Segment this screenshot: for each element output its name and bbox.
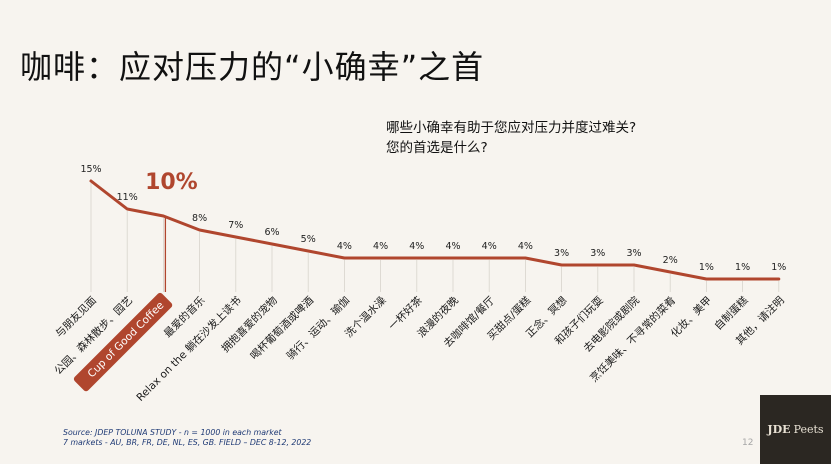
data-label: 4% — [409, 241, 424, 252]
data-label: 15% — [80, 164, 101, 175]
source-line-1: Source: JDEP TOLUNA STUDY - n = 1000 in … — [63, 428, 282, 437]
logo-brand: JDE — [767, 423, 791, 436]
data-label: 3% — [626, 248, 641, 259]
survey-question: 哪些小确幸有助于您应对压力并度过难关? 您的首选是什么? — [386, 118, 636, 158]
data-label: 1% — [771, 262, 786, 273]
jde-peets-logo: JDE Peets — [760, 395, 831, 464]
highlight-badge — [73, 292, 173, 392]
category-label: 喝杯葡萄酒或啤酒 — [248, 293, 317, 362]
data-label: 4% — [518, 241, 533, 252]
data-label: 4% — [373, 241, 388, 252]
data-label: 4% — [337, 241, 352, 252]
source-line-2: 7 markets - AU, BR, FR, DE, NL, ES, GB. … — [63, 438, 312, 447]
svg-text:骑行、运动、瑜伽: 骑行、运动、瑜伽 — [284, 294, 353, 363]
data-label: 1% — [735, 262, 750, 273]
data-label: 3% — [554, 248, 569, 259]
data-label: 1% — [699, 262, 714, 273]
series-line — [89, 179, 781, 281]
data-label: 11% — [117, 192, 138, 203]
question-line-1: 哪些小确幸有助于您应对压力并度过难关? — [386, 120, 637, 136]
slide-title: 咖啡：应对压力的“小确幸”之首 — [20, 48, 485, 86]
data-label: 7% — [228, 220, 243, 231]
question-line-2: 您的首选是什么? — [386, 140, 488, 156]
data-label: 6% — [264, 227, 279, 238]
svg-text:喝杯葡萄酒或啤酒: 喝杯葡萄酒或啤酒 — [248, 293, 317, 362]
page-number: 12 — [742, 438, 754, 448]
data-label: 4% — [482, 241, 497, 252]
logo-sub: Peets — [793, 423, 824, 436]
data-label: 5% — [301, 234, 316, 245]
data-label: 8% — [192, 213, 207, 224]
data-label: 3% — [590, 248, 605, 259]
source-note: Source: JDEP TOLUNA STUDY - n = 1000 in … — [63, 428, 311, 448]
data-label: 4% — [445, 241, 460, 252]
data-label: 2% — [663, 255, 678, 266]
data-label: 10% — [145, 170, 198, 195]
category-label: 骑行、运动、瑜伽 — [284, 294, 353, 363]
